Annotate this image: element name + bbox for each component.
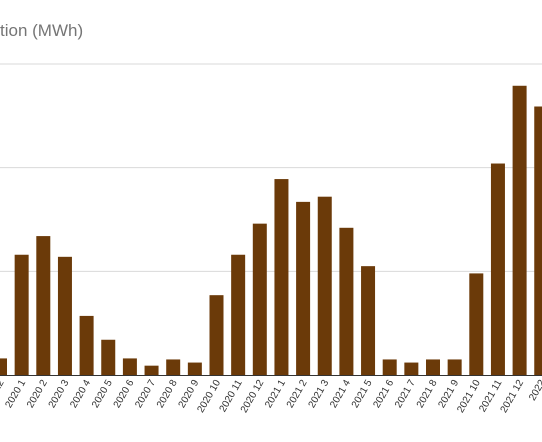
bar: [426, 359, 440, 375]
bar: [101, 339, 116, 375]
bar: [79, 315, 94, 375]
bar: [0, 358, 7, 375]
bar: [447, 359, 462, 375]
bar: [382, 359, 397, 375]
chart-title: tion (MWh): [0, 21, 84, 40]
bar: [534, 106, 542, 376]
bar: [36, 236, 51, 375]
bar: [490, 163, 505, 375]
bars: [0, 85, 542, 376]
bar: [252, 223, 267, 375]
bar: [14, 254, 29, 375]
bar: [209, 295, 224, 375]
bar: [274, 179, 289, 375]
gridlines: [0, 63, 542, 272]
x-tick-label: 2022: [527, 378, 542, 403]
bar: [361, 266, 376, 375]
bar: [339, 227, 354, 375]
x-tick-label: 2019 12: [0, 378, 7, 415]
bar: [144, 365, 159, 375]
bar: [512, 85, 527, 376]
bar: [231, 254, 246, 375]
bar: [317, 196, 332, 375]
bar: [469, 273, 484, 375]
bar: [296, 201, 311, 375]
bar: [122, 358, 137, 375]
bar: [166, 359, 181, 375]
bar: [404, 362, 419, 375]
bar: [187, 362, 202, 375]
bar: [57, 256, 72, 375]
